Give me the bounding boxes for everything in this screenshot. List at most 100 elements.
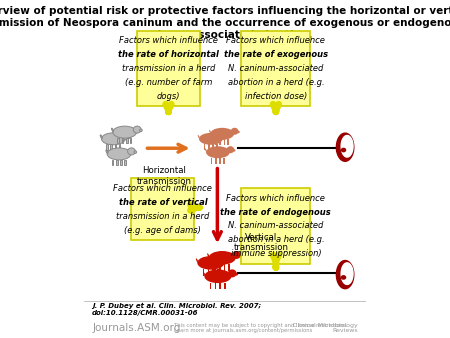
Ellipse shape bbox=[220, 133, 227, 140]
Bar bbox=[223, 158, 225, 164]
Polygon shape bbox=[337, 133, 354, 161]
Bar bbox=[207, 269, 209, 276]
Ellipse shape bbox=[205, 148, 207, 152]
Text: Vertical
transmission: Vertical transmission bbox=[234, 233, 288, 252]
Text: N. caninum-associated: N. caninum-associated bbox=[228, 221, 324, 231]
Ellipse shape bbox=[237, 131, 240, 133]
Ellipse shape bbox=[239, 254, 242, 257]
Bar bbox=[215, 158, 216, 164]
Text: Overview of potential risk or protective factors influencing the horizontal or v: Overview of potential risk or protective… bbox=[0, 6, 450, 40]
Text: N. caninum-associated: N. caninum-associated bbox=[228, 64, 324, 73]
Bar bbox=[122, 138, 123, 143]
Bar bbox=[227, 140, 229, 145]
Bar bbox=[116, 160, 117, 165]
FancyBboxPatch shape bbox=[241, 31, 310, 106]
Ellipse shape bbox=[203, 272, 205, 276]
Ellipse shape bbox=[199, 133, 223, 145]
Ellipse shape bbox=[204, 269, 231, 283]
Text: (e.g. number of farm: (e.g. number of farm bbox=[125, 78, 212, 87]
Text: the rate of vertical: the rate of vertical bbox=[118, 198, 207, 207]
Bar bbox=[130, 138, 131, 143]
Text: the rate of exogenous: the rate of exogenous bbox=[224, 50, 328, 59]
Ellipse shape bbox=[206, 146, 230, 158]
Text: (e.g. age of dams): (e.g. age of dams) bbox=[124, 226, 201, 235]
Ellipse shape bbox=[207, 253, 210, 258]
Ellipse shape bbox=[197, 256, 225, 270]
Text: Factors which influence: Factors which influence bbox=[113, 184, 212, 193]
Text: the rate of horizontal: the rate of horizontal bbox=[118, 50, 219, 59]
Text: immune suppression): immune suppression) bbox=[230, 249, 321, 258]
Polygon shape bbox=[337, 261, 354, 289]
Text: dogs): dogs) bbox=[157, 92, 180, 101]
Text: transmission in a herd: transmission in a herd bbox=[122, 64, 215, 73]
Bar bbox=[219, 264, 220, 271]
Bar bbox=[212, 144, 214, 150]
Ellipse shape bbox=[220, 256, 230, 264]
Ellipse shape bbox=[228, 269, 237, 277]
Bar bbox=[216, 144, 218, 150]
Ellipse shape bbox=[196, 258, 198, 263]
Ellipse shape bbox=[341, 148, 346, 152]
Bar bbox=[215, 140, 216, 145]
Bar bbox=[224, 140, 225, 145]
Ellipse shape bbox=[341, 275, 346, 280]
Ellipse shape bbox=[210, 128, 234, 140]
Bar bbox=[202, 269, 204, 276]
FancyBboxPatch shape bbox=[131, 178, 194, 240]
Bar bbox=[126, 138, 128, 143]
Bar bbox=[217, 269, 219, 276]
Bar bbox=[106, 144, 108, 150]
Text: abortion in a herd (e.g.: abortion in a herd (e.g. bbox=[228, 78, 324, 87]
Ellipse shape bbox=[128, 136, 131, 138]
FancyBboxPatch shape bbox=[241, 189, 310, 264]
Bar bbox=[224, 283, 225, 289]
Ellipse shape bbox=[107, 148, 131, 160]
Ellipse shape bbox=[133, 126, 141, 133]
Text: Factors which influence: Factors which influence bbox=[226, 194, 325, 203]
Bar bbox=[211, 158, 212, 164]
Ellipse shape bbox=[100, 135, 102, 139]
Ellipse shape bbox=[112, 128, 113, 132]
Ellipse shape bbox=[209, 130, 211, 134]
Text: Journals.ASM.org: Journals.ASM.org bbox=[92, 322, 180, 333]
Ellipse shape bbox=[228, 259, 231, 262]
Ellipse shape bbox=[235, 273, 238, 275]
Ellipse shape bbox=[106, 150, 108, 154]
Polygon shape bbox=[341, 136, 353, 157]
Ellipse shape bbox=[233, 149, 235, 152]
Bar bbox=[219, 158, 221, 164]
Bar bbox=[224, 264, 225, 271]
Ellipse shape bbox=[128, 148, 135, 155]
Text: infection dose): infection dose) bbox=[245, 92, 307, 101]
Text: Clinical Microbiology
Reviews: Clinical Microbiology Reviews bbox=[293, 322, 358, 333]
Text: abortion in a herd (e.g.: abortion in a herd (e.g. bbox=[228, 235, 324, 244]
Bar bbox=[112, 160, 113, 165]
Ellipse shape bbox=[232, 251, 241, 259]
Bar bbox=[220, 283, 221, 289]
Bar bbox=[118, 144, 120, 150]
Bar bbox=[219, 140, 221, 145]
Text: transmission in a herd: transmission in a herd bbox=[116, 212, 210, 221]
Ellipse shape bbox=[231, 128, 238, 135]
Text: This content may be subject to copyright and license restrictions.
Learn more at: This content may be subject to copyright… bbox=[174, 322, 348, 333]
FancyBboxPatch shape bbox=[137, 31, 200, 106]
Ellipse shape bbox=[134, 151, 137, 153]
Ellipse shape bbox=[226, 146, 234, 153]
Bar bbox=[110, 144, 112, 150]
Text: J. P. Dubey et al. Clin. Microbiol. Rev. 2007;
doi:10.1128/CMR.00031-06: J. P. Dubey et al. Clin. Microbiol. Rev.… bbox=[92, 303, 261, 316]
Text: Factors which influence: Factors which influence bbox=[119, 36, 218, 45]
Text: Factors which influence: Factors which influence bbox=[226, 36, 325, 45]
Ellipse shape bbox=[209, 251, 236, 265]
Bar bbox=[208, 144, 210, 150]
Bar bbox=[210, 283, 212, 289]
Ellipse shape bbox=[226, 136, 229, 138]
Bar bbox=[121, 160, 122, 165]
Ellipse shape bbox=[140, 129, 142, 131]
Bar bbox=[212, 269, 214, 276]
Ellipse shape bbox=[102, 133, 125, 145]
Bar bbox=[214, 264, 216, 271]
Text: the rate of endogenous: the rate of endogenous bbox=[220, 208, 331, 217]
Bar bbox=[124, 160, 126, 165]
Bar bbox=[203, 144, 205, 150]
Ellipse shape bbox=[198, 135, 200, 139]
